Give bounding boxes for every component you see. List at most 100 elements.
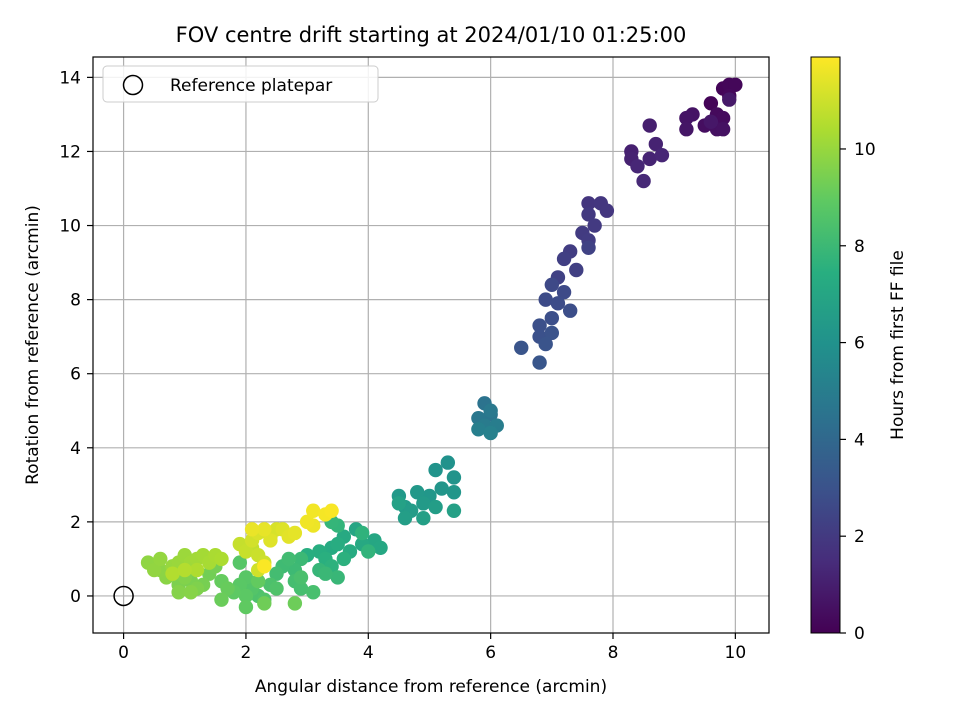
data-point	[440, 455, 456, 470]
data-point	[324, 503, 339, 518]
data-points	[140, 77, 743, 615]
colorbar-tick-label: 0	[854, 624, 865, 644]
x-tick-label: 8	[608, 643, 619, 663]
colorbar-ticks: 0 2 4 6 8 10	[840, 140, 876, 644]
colorbar-gradient	[810, 56, 841, 634]
x-tick-label: 6	[485, 643, 496, 663]
y-tick-label: 8	[70, 291, 81, 311]
data-point	[410, 485, 425, 500]
data-point	[648, 136, 664, 152]
data-point	[642, 151, 657, 167]
data-point	[299, 514, 315, 530]
data-point	[232, 555, 248, 570]
x-tick-label: 10	[725, 643, 747, 663]
data-point	[397, 510, 413, 526]
data-point	[306, 503, 321, 518]
data-point	[642, 118, 657, 133]
data-point	[244, 522, 260, 537]
colorbar-tick-label: 8	[854, 237, 865, 257]
data-point	[281, 551, 296, 567]
x-tick-label: 0	[118, 643, 129, 663]
y-tick-label: 6	[70, 365, 81, 385]
data-point	[544, 310, 560, 326]
data-point	[238, 544, 254, 559]
data-point	[581, 240, 596, 255]
x-tick-label: 4	[363, 643, 374, 663]
data-point	[679, 122, 694, 137]
y-axis-ticks: 0 2 4 6 8 10 12 14	[59, 68, 93, 607]
data-point	[532, 355, 547, 370]
chart-title: FOV centre drift starting at 2024/01/10 …	[176, 23, 687, 47]
legend-box	[102, 65, 379, 103]
data-point	[630, 159, 645, 174]
data-point	[544, 277, 560, 293]
x-axis-ticks: 0 2 4 6 8 10	[118, 633, 746, 663]
x-tick-label: 2	[241, 643, 252, 663]
y-tick-label: 2	[70, 513, 81, 533]
data-point	[214, 551, 229, 567]
colorbar-tick-label: 6	[854, 334, 865, 354]
colorbar-label: Hours from first FF file	[888, 250, 908, 440]
y-tick-label: 0	[70, 587, 81, 607]
data-point	[263, 533, 278, 548]
legend-marker-icon	[122, 74, 144, 96]
colorbar: 0 2 4 6 8 10 Hours from first FF file	[810, 56, 908, 644]
data-point	[220, 581, 235, 596]
data-point	[556, 251, 572, 267]
colorbar-tick-label: 4	[854, 430, 865, 450]
data-point	[587, 218, 602, 233]
data-point	[446, 503, 462, 518]
data-point	[287, 525, 303, 541]
plot-frame	[92, 56, 770, 634]
data-point	[238, 588, 254, 604]
data-point	[483, 425, 498, 441]
data-point	[532, 318, 547, 333]
data-point	[722, 92, 737, 107]
data-point	[257, 559, 272, 574]
data-point	[728, 77, 743, 92]
data-point	[153, 551, 168, 567]
data-point	[569, 262, 584, 278]
data-point	[715, 110, 731, 126]
data-point	[306, 585, 321, 600]
data-point	[428, 462, 443, 478]
data-point	[471, 422, 486, 437]
y-tick-label: 10	[59, 217, 81, 237]
data-point	[538, 336, 553, 352]
data-point	[146, 562, 162, 578]
data-point	[336, 551, 352, 567]
data-point	[171, 585, 186, 600]
data-point	[373, 540, 388, 556]
data-point	[446, 470, 462, 485]
data-point	[556, 285, 572, 300]
data-point	[293, 581, 309, 596]
data-point	[391, 496, 407, 511]
data-point	[354, 525, 370, 541]
data-point	[183, 585, 199, 600]
data-point	[434, 481, 449, 496]
data-point	[538, 292, 553, 307]
data-point	[550, 296, 566, 311]
data-point	[287, 596, 303, 611]
data-point	[715, 122, 731, 137]
legend: Reference platepar	[102, 65, 379, 103]
x-axis-label: Angular distance from reference (arcmin)	[255, 677, 607, 697]
data-point	[257, 522, 272, 537]
data-point	[250, 573, 266, 589]
data-point	[483, 403, 498, 418]
data-point	[416, 510, 431, 526]
data-point	[189, 562, 205, 578]
y-tick-label: 12	[59, 142, 81, 162]
data-point	[330, 570, 345, 585]
data-point	[361, 544, 376, 559]
data-point	[703, 96, 719, 111]
data-point	[269, 581, 284, 596]
data-point	[257, 596, 272, 611]
y-tick-label: 14	[59, 68, 81, 88]
data-point	[446, 485, 462, 500]
data-point	[654, 147, 670, 163]
data-point	[581, 207, 596, 222]
data-point	[428, 499, 443, 515]
data-point	[165, 566, 180, 581]
